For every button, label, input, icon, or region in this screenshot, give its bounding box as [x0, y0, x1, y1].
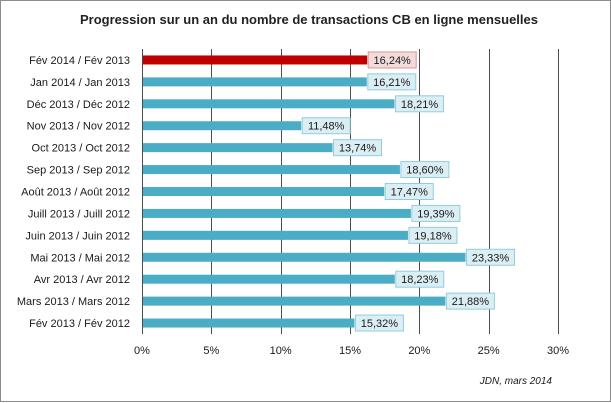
bar: [143, 252, 466, 262]
category-label: Mars 2013 / Mars 2012: [17, 296, 130, 308]
data-label: 18,60%: [406, 165, 444, 177]
data-label-box: [367, 73, 417, 91]
bar: [143, 208, 411, 218]
data-label-box: [395, 270, 445, 288]
x-tick-labels: 0% 5% 10% 15% 20% 25% 30%: [134, 345, 569, 357]
bars: [143, 55, 466, 328]
category-label: Juin 2013 / Juin 2012: [25, 230, 130, 242]
category-label: Oct 2013 / Oct 2012: [32, 143, 130, 155]
data-label: 23,33%: [472, 252, 510, 264]
x-tick-label: 25%: [478, 345, 500, 357]
data-label: 19,39%: [417, 208, 455, 220]
data-label: 17,47%: [391, 187, 429, 199]
data-label: 13,74%: [339, 143, 377, 155]
bar: [143, 274, 395, 284]
data-label: 16,24%: [374, 55, 412, 67]
source-note: JDN, mars 2014: [479, 376, 553, 387]
x-tick-label: 15%: [339, 345, 361, 357]
data-label: 21,88%: [452, 296, 490, 308]
bar: [143, 121, 302, 131]
data-label: 18,23%: [401, 274, 439, 286]
category-label: Jan 2014 / Jan 2013: [30, 77, 130, 89]
data-label-box: [445, 292, 495, 310]
bar: [143, 143, 333, 153]
x-tick-label: 5%: [203, 345, 219, 357]
data-label-box: [395, 95, 445, 113]
data-label-box: [384, 183, 434, 200]
category-label: Sep 2013 / Sep 2012: [27, 165, 130, 177]
bar: [143, 99, 395, 109]
data-label-box: [408, 226, 458, 244]
data-label-box: [466, 248, 516, 266]
data-label-box: [333, 139, 383, 157]
category-labels: Fév 2014 / Fév 2013 Jan 2014 / Jan 2013 Dé…: [17, 55, 130, 330]
data-label-box: [400, 161, 450, 179]
category-label: Nov 2013 / Nov 2012: [27, 121, 130, 133]
bar: [143, 187, 385, 196]
chart-title: Progression sur un an du nombre de trans…: [80, 12, 538, 27]
category-label: Avr 2013 / Avr 2012: [34, 274, 130, 286]
bar: [143, 77, 367, 87]
category-label: Juill 2013 / Juill 2012: [28, 208, 130, 220]
data-label-box: [411, 204, 461, 222]
x-tick-label: 30%: [547, 345, 569, 357]
x-tick-label: 20%: [408, 345, 430, 357]
x-tick-label: 0%: [134, 345, 150, 357]
bar: [143, 165, 400, 175]
category-label: Mai 2013 / Mai 2012: [30, 252, 130, 264]
category-label: Fév 2014 / Fév 2013: [29, 55, 130, 67]
bar: [143, 296, 446, 306]
data-label-box: [367, 51, 417, 69]
category-label: Fév 2013 / Fév 2012: [29, 318, 130, 330]
bar: [143, 318, 355, 328]
data-labels: 16,24% 16,21% 18,21% 11,48% 13,74% 18,60% 17,4…: [301, 51, 516, 332]
data-label: 19,18%: [414, 230, 452, 242]
data-label: 16,21%: [373, 77, 411, 89]
category-label: Déc 2013 / Déc 2012: [27, 99, 130, 111]
data-label: 15,32%: [361, 318, 399, 330]
data-label-box: [301, 117, 351, 135]
bar: [143, 55, 368, 65]
x-tick-label: 10%: [270, 345, 292, 357]
bar: [143, 230, 408, 240]
data-label: 18,21%: [401, 99, 439, 111]
data-label-box: [354, 314, 404, 332]
data-label: 11,48%: [308, 121, 345, 133]
category-label: Août 2013 / Août 2012: [21, 187, 130, 199]
